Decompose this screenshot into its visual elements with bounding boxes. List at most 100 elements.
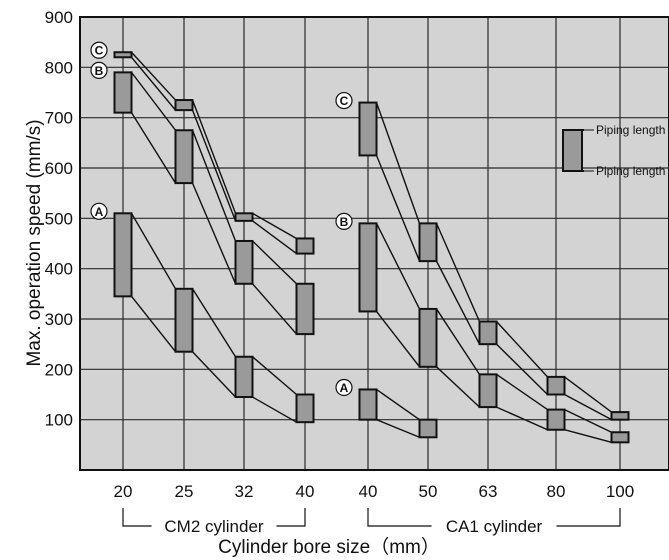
plot-border xyxy=(79,16,669,471)
range-bar xyxy=(546,375,566,396)
y-tick-labels: 100 200 300 400 500 600 700 800 900 xyxy=(45,8,73,430)
series-line-2m xyxy=(191,109,237,222)
range-bar xyxy=(295,237,315,255)
series-line-1m xyxy=(435,223,481,322)
group-bracket-left xyxy=(122,508,152,527)
series-line-2m xyxy=(191,351,237,398)
series-line-2m xyxy=(435,260,481,345)
range-bar xyxy=(234,355,254,399)
series-line-1m xyxy=(191,288,237,358)
y-tick-label: 900 xyxy=(45,8,73,27)
series-line-1m xyxy=(252,212,297,240)
series-line-1m xyxy=(130,71,177,131)
range-bar xyxy=(478,373,498,409)
group-bracket-left xyxy=(367,508,432,527)
series-marker-circle xyxy=(335,378,353,397)
series-line-2m xyxy=(564,393,612,421)
series-line-1m xyxy=(191,129,237,242)
y-tick-label: 200 xyxy=(45,360,73,379)
series-marker-circle xyxy=(90,202,108,220)
range-bar xyxy=(418,418,438,439)
series-line-2m xyxy=(564,429,612,443)
series-line-1m xyxy=(435,308,481,375)
series-line-2m xyxy=(496,343,548,395)
y-tick-label: 400 xyxy=(45,260,73,279)
range-bar xyxy=(358,101,378,157)
group-label: CM2 cylinder xyxy=(164,517,264,536)
series-marker-label: A xyxy=(340,381,349,395)
x-tick-label: 32 xyxy=(235,482,254,501)
range-bar xyxy=(358,388,378,421)
y-axis-title: Max. operation speed (mm/s) xyxy=(24,119,45,366)
series-marker-label: C xyxy=(340,94,349,108)
legend-label-1m: Piping length 1m xyxy=(596,123,669,137)
x-tick-label: 25 xyxy=(175,482,194,501)
series-line-1m xyxy=(375,223,421,310)
range-bar xyxy=(113,71,133,114)
legend-swatch xyxy=(562,129,583,172)
range-bar xyxy=(174,99,194,112)
series-line-1m xyxy=(564,408,612,433)
series-marker-label: B xyxy=(340,215,349,229)
series-line-2m xyxy=(251,283,298,335)
range-bar xyxy=(610,431,630,444)
group-bracket-right xyxy=(276,508,306,527)
x-tick-label: 40 xyxy=(296,482,315,501)
range-bar xyxy=(174,287,194,353)
series-marker-circle xyxy=(90,41,108,59)
series-marker-circle xyxy=(335,212,353,230)
range-bar xyxy=(358,222,378,313)
range-bar xyxy=(113,51,133,59)
group-brackets: CM2 cylinder CA1 cylinder xyxy=(122,508,621,536)
range-bar xyxy=(418,307,438,368)
x-tick-labels: 20 25 32 40 40 50 63 80 100 xyxy=(114,482,635,501)
x-tick-label: 50 xyxy=(419,482,438,501)
series-line-1m xyxy=(564,376,612,413)
series-line-2m xyxy=(191,182,237,285)
y-tick-label: 600 xyxy=(45,159,73,178)
series-line-1m xyxy=(495,321,549,378)
series-line-1m xyxy=(375,102,421,224)
range-bar xyxy=(295,393,315,424)
range-bar xyxy=(610,411,630,421)
x-tick-label: 63 xyxy=(479,482,498,501)
series-line-2m xyxy=(252,220,297,255)
series-line-1m xyxy=(376,388,420,421)
series-marker-label: C xyxy=(95,44,104,58)
y-tick-label: 300 xyxy=(45,310,73,329)
range-bar xyxy=(418,222,438,263)
series-marker-label: A xyxy=(95,205,104,219)
series-line-2m xyxy=(496,406,548,431)
y-tick-label: 700 xyxy=(45,109,73,128)
series-marker-label: B xyxy=(95,64,104,78)
legend-label-2m: Piping length 2m xyxy=(596,164,669,178)
series-line-2m xyxy=(376,419,420,438)
series-line-1m xyxy=(252,240,297,285)
series-marker-circle xyxy=(335,91,353,110)
range-bar xyxy=(234,212,254,222)
x-tick-label: 80 xyxy=(547,482,566,501)
range-bar xyxy=(478,320,498,346)
group-bracket-right xyxy=(556,508,621,527)
range-bar xyxy=(174,129,194,185)
series-line-2m xyxy=(375,311,421,368)
series-line-1m xyxy=(496,373,548,411)
series-lines xyxy=(130,51,612,443)
series-marker-circle xyxy=(90,61,108,79)
range-bar xyxy=(295,282,315,336)
series-line-1m xyxy=(252,356,297,396)
range-bar xyxy=(113,212,133,298)
series-line-2m xyxy=(130,295,177,353)
series-line-2m xyxy=(130,56,177,111)
range-bars xyxy=(113,51,630,444)
y-tick-label: 500 xyxy=(45,209,73,228)
range-bar xyxy=(234,239,254,285)
legend: Piping length 1m Piping length 2m xyxy=(562,123,669,178)
series-line-1m xyxy=(130,51,177,101)
y-tick-label: 100 xyxy=(45,411,73,430)
group-label: CA1 cylinder xyxy=(446,517,543,536)
series-line-2m xyxy=(130,112,177,184)
series-line-1m xyxy=(130,212,177,290)
